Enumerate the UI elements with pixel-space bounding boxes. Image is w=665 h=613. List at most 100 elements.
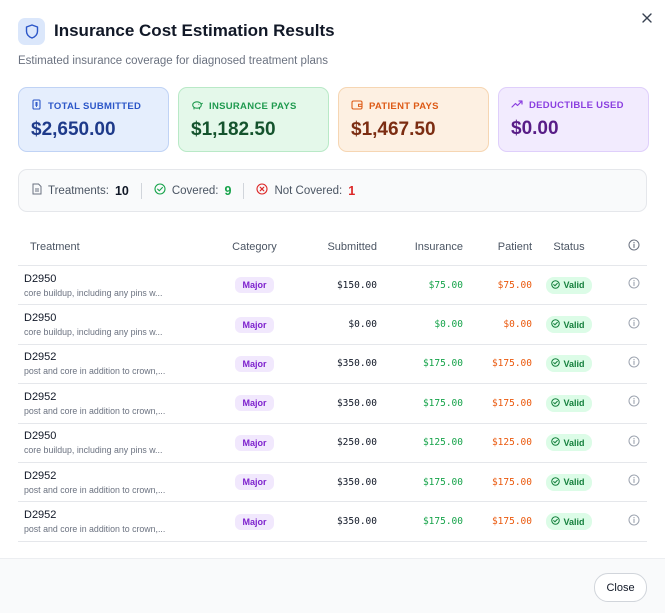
table-header: Treatment Category Submitted Insurance P…: [18, 228, 647, 266]
patient-amount: $125.00: [491, 437, 532, 449]
submitted-amount: $350.00: [336, 358, 377, 370]
dialog-footer: Close: [0, 558, 665, 613]
submitted-amount: $350.00: [336, 476, 377, 488]
info-icon[interactable]: [628, 394, 640, 412]
treatment-table: Treatment Category Submitted Insurance P…: [18, 228, 647, 542]
check-circle-icon: [551, 319, 561, 330]
dialog-header: Insurance Cost Estimation Results Estima…: [18, 17, 647, 67]
status-label: Valid: [563, 477, 585, 488]
submitted-amount: $350.00: [336, 397, 377, 409]
insurance-amount: $75.00: [428, 279, 463, 291]
category-badge: Major: [235, 277, 274, 294]
receipt-icon: [31, 99, 42, 113]
status-badge: Valid: [546, 473, 592, 491]
treatment-code: D2952: [24, 509, 57, 522]
submitted-amount: $150.00: [336, 279, 377, 291]
table-row: D2950 core buildup, including any pins w…: [18, 305, 647, 345]
treatment-description: post and core in addition to crown,...: [24, 366, 166, 377]
treatment-code: D2950: [24, 312, 57, 325]
status-label: Valid: [563, 358, 585, 369]
not-covered-count: Not Covered: 1: [256, 183, 355, 198]
check-circle-icon: [551, 398, 561, 409]
trending-up-icon: [511, 99, 523, 112]
check-circle-icon: [551, 476, 561, 488]
table-row: D2950 core buildup, including any pins w…: [18, 424, 647, 463]
deductible-used-card: DEDUCTIBLE USED $0.00: [498, 87, 649, 152]
status-label: Valid: [563, 437, 585, 448]
table-row: D2950 core buildup, including any pins w…: [18, 266, 647, 306]
header-insurance: Insurance: [414, 240, 463, 253]
category-badge: Major: [235, 395, 274, 412]
status-badge: Valid: [546, 513, 592, 531]
treatment-description: core buildup, including any pins w...: [24, 327, 163, 338]
dialog-subtitle: Estimated insurance coverage for diagnos…: [18, 55, 329, 67]
treatment-description: post and core in addition to crown,...: [24, 484, 166, 495]
submitted-amount: $350.00: [336, 516, 377, 528]
table-row: D2952 post and core in addition to crown…: [18, 345, 647, 385]
card-label: INSURANCE PAYS: [209, 100, 297, 112]
check-circle-icon: [154, 183, 166, 198]
patient-amount: $175.00: [491, 358, 532, 370]
status-badge: Valid: [546, 276, 592, 294]
info-icon[interactable]: [628, 355, 640, 373]
check-circle-icon: [551, 437, 561, 448]
card-label: PATIENT PAYS: [369, 100, 439, 112]
treatments-count: Treatments: 10: [32, 183, 129, 198]
header-category: Category: [232, 240, 277, 253]
total-submitted-card: TOTAL SUBMITTED $2,650.00: [18, 87, 169, 152]
patient-pays-card: PATIENT PAYS $1,467.50: [338, 87, 489, 152]
status-label: Valid: [563, 398, 585, 409]
insurance-amount: $175.00: [422, 516, 463, 528]
close-icon[interactable]: [639, 10, 655, 26]
insurance-amount: $175.00: [422, 476, 463, 488]
close-button[interactable]: Close: [594, 573, 647, 602]
insurance-amount: $175.00: [422, 358, 463, 370]
check-circle-icon: [551, 516, 561, 527]
info-icon[interactable]: [628, 239, 640, 254]
status-label: Valid: [563, 280, 585, 291]
submitted-amount: $0.00: [348, 319, 377, 331]
patient-amount: $175.00: [491, 476, 532, 488]
card-label: TOTAL SUBMITTED: [48, 100, 142, 112]
category-badge: Major: [235, 474, 274, 491]
card-amount: $2,650.00: [31, 119, 116, 140]
piggy-bank-icon: [191, 99, 203, 113]
info-icon[interactable]: [628, 513, 640, 531]
info-icon[interactable]: [628, 434, 640, 452]
treatment-description: post and core in addition to crown,...: [24, 405, 166, 416]
treatment-code: D2950: [24, 272, 57, 285]
treatment-description: post and core in addition to crown,...: [24, 524, 166, 535]
category-badge: Major: [235, 513, 274, 530]
insurance-amount: $125.00: [422, 437, 463, 449]
table-body: D2950 core buildup, including any pins w…: [18, 266, 647, 542]
treatment-description: core buildup, including any pins w...: [24, 287, 163, 298]
status-label: Valid: [563, 516, 585, 527]
card-amount: $1,182.50: [191, 119, 276, 140]
header-patient: Patient: [497, 240, 532, 253]
check-circle-icon: [551, 358, 561, 369]
treatment-code: D2952: [24, 390, 57, 403]
category-badge: Major: [235, 316, 274, 333]
category-badge: Major: [235, 434, 274, 451]
info-icon[interactable]: [628, 276, 640, 294]
treatment-code: D2952: [24, 351, 57, 364]
shield-icon: [18, 17, 45, 45]
category-badge: Major: [235, 355, 274, 372]
card-amount: $1,467.50: [351, 119, 436, 140]
treatment-code: D2952: [24, 469, 57, 482]
summary-cards: TOTAL SUBMITTED $2,650.00 INSURANCE PAYS…: [18, 87, 649, 152]
status-label: Valid: [563, 319, 585, 330]
header-treatment: Treatment: [30, 240, 80, 253]
status-badge: Valid: [546, 434, 592, 452]
insurance-pays-card: INSURANCE PAYS $1,182.50: [178, 87, 329, 152]
header-status: Status: [553, 240, 585, 253]
info-icon[interactable]: [628, 316, 640, 334]
info-icon[interactable]: [628, 473, 640, 491]
status-badge: Valid: [546, 355, 592, 373]
patient-amount: $175.00: [491, 516, 532, 528]
header-submitted: Submitted: [327, 240, 377, 253]
table-row: D2952 post and core in addition to crown…: [18, 502, 647, 542]
wallet-icon: [351, 99, 363, 113]
status-badge: Valid: [546, 316, 592, 334]
card-amount: $0.00: [511, 118, 559, 139]
